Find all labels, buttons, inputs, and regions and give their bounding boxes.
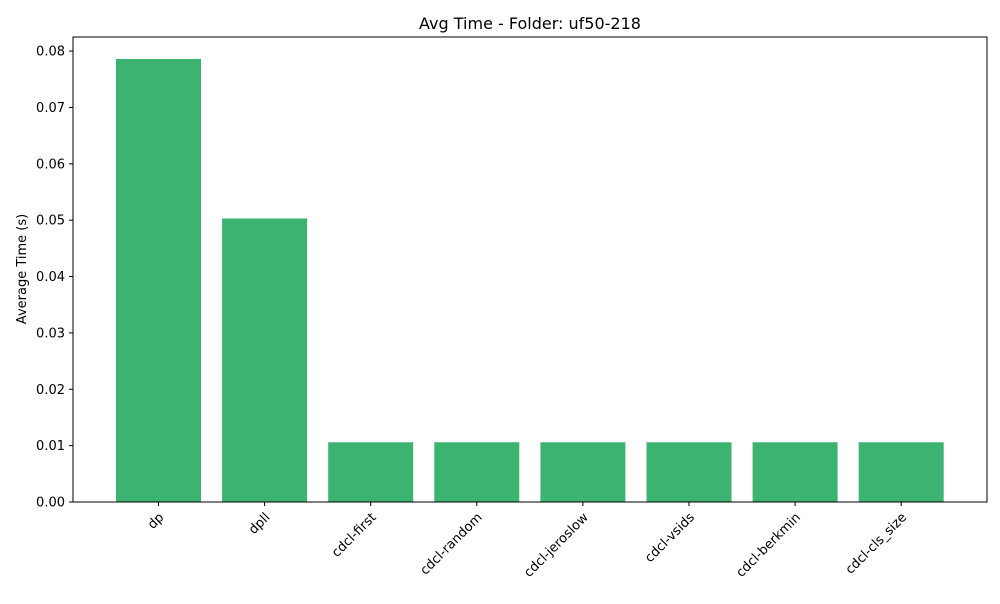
bar-dpll: [222, 218, 308, 502]
x-tick-label: cdcl-berkmin: [734, 510, 804, 580]
x-tick-label: cdcl-jeroslow: [521, 510, 592, 581]
x-tick-label: dp: [145, 510, 167, 532]
bar-cdcl-first: [328, 442, 414, 502]
bar-dp: [116, 58, 201, 503]
y-tick-label: 0.02: [36, 383, 65, 398]
y-tick-label: 0.08: [36, 45, 65, 60]
bar-cdcl-cls_size: [858, 442, 944, 502]
x-tick-label: dpll: [246, 510, 273, 537]
x-tick-label: cdcl-first: [329, 510, 379, 560]
x-tick-label: cdcl-cls_size: [843, 510, 910, 577]
x-tick-label: cdcl-random: [418, 510, 486, 578]
bar-cdcl-jeroslow: [540, 442, 626, 502]
y-axis-label: Average Time (s): [15, 214, 30, 324]
y-axis-ticks: 0.00 0.01 0.02 0.03 0.04 0.05 0.06 0.07 0.08: [36, 45, 73, 511]
y-tick-label: 0.04: [36, 270, 65, 285]
y-tick-label: 0.00: [36, 496, 65, 511]
plot-frame: [72, 36, 988, 503]
bar-cdcl-berkmin: [752, 442, 838, 502]
x-tick-label: cdcl-vsids: [642, 510, 698, 566]
bar-cdcl-random: [434, 442, 520, 502]
y-tick-label: 0.07: [36, 101, 65, 116]
bars-group: [116, 58, 944, 503]
y-tick-label: 0.06: [36, 157, 65, 172]
y-tick-label: 0.01: [36, 439, 65, 454]
y-tick-label: 0.03: [36, 326, 65, 341]
y-tick-label: 0.05: [36, 214, 65, 229]
chart-title: Avg Time - Folder: uf50-218: [419, 14, 641, 33]
x-axis-ticks: dp dpll cdcl-first cdcl-random cdcl-jeroslow…: [145, 502, 910, 581]
bar-cdcl-vsids: [646, 442, 732, 502]
